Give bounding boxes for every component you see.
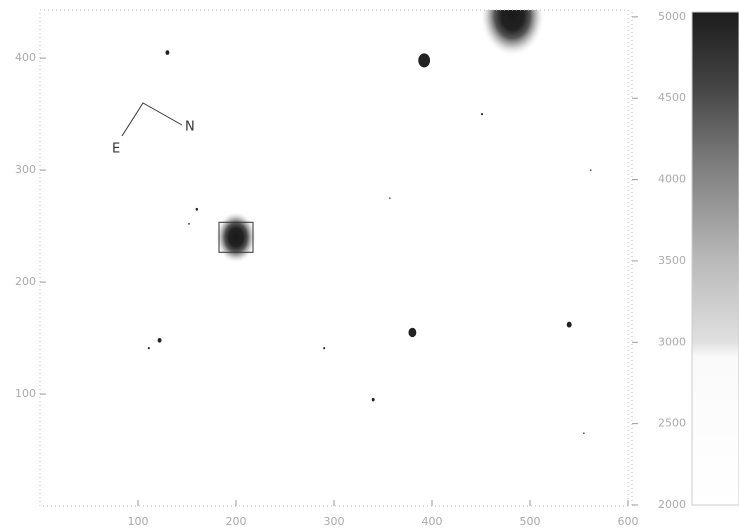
star <box>418 53 430 67</box>
y-tick-label: 100 <box>15 387 36 400</box>
colorbar-tick-label: 2000 <box>658 498 686 511</box>
plot-frame <box>40 10 628 506</box>
star <box>323 347 325 349</box>
star <box>590 169 591 171</box>
star <box>148 347 150 349</box>
colorbar-tick-label: 3500 <box>658 254 686 267</box>
y-tick-label: 200 <box>15 275 36 288</box>
colorbar-tick-label: 3000 <box>658 335 686 348</box>
x-tick-label: 100 <box>128 515 149 528</box>
compass-arrows <box>122 103 182 136</box>
y-tick-label: 300 <box>15 163 36 176</box>
extended-source <box>480 0 545 57</box>
y-tick-label: 400 <box>15 51 36 64</box>
compass: E N <box>112 103 195 157</box>
x-tick-label: 200 <box>226 515 247 528</box>
star <box>481 113 483 115</box>
colorbar <box>692 12 739 505</box>
compass-east: E <box>112 142 120 157</box>
image-plot: 100 200 300 400 500 600 100 200 300 400 2000 2500 30… <box>0 0 739 529</box>
x-tick-label: 400 <box>422 515 443 528</box>
star <box>567 322 572 328</box>
star <box>158 338 162 343</box>
x-tick-label: 300 <box>324 515 345 528</box>
x-tick-label: 600 <box>618 515 639 528</box>
star <box>196 208 198 211</box>
image-area <box>148 0 592 434</box>
colorbar-tick-label: 2500 <box>658 417 686 430</box>
star <box>372 398 375 402</box>
x-tick-label: 500 <box>520 515 541 528</box>
colorbar-tick-label: 4000 <box>658 173 686 186</box>
colorbar-tick-label: 4500 <box>658 91 686 104</box>
star <box>165 50 169 55</box>
colorbar-tick-label: 5000 <box>658 10 686 23</box>
star <box>583 432 584 434</box>
compass-north: N <box>185 120 195 135</box>
extended-source <box>215 211 256 263</box>
star <box>389 197 390 199</box>
star <box>408 328 416 337</box>
star <box>188 223 190 225</box>
